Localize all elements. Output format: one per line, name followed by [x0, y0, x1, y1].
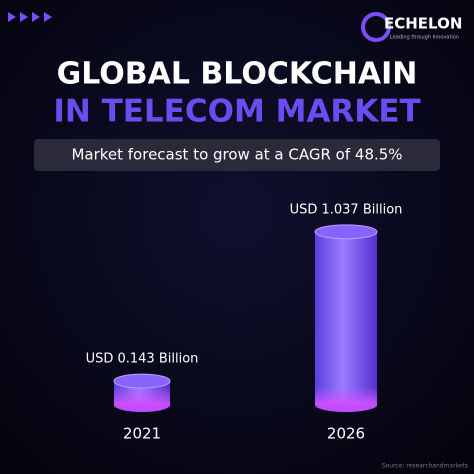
cylinder-glow	[315, 387, 377, 405]
x-tick-label: 2021	[123, 425, 161, 443]
brand-tagline: Leading through Innovation	[390, 35, 459, 41]
cylinder-glow	[114, 387, 170, 405]
title-line-2: IN TELECOM MARKET	[53, 94, 420, 130]
value-label: USD 0.143 Billion	[86, 352, 199, 367]
bar	[315, 231, 377, 405]
subtitle: Market forecast to grow at a CAGR of 48.…	[71, 146, 402, 164]
arrows-decoration	[8, 12, 52, 22]
cylinder-top	[113, 373, 171, 389]
brand-name: ECHELON	[384, 15, 462, 33]
logo-mark	[361, 12, 391, 42]
cylinder-top	[314, 224, 378, 240]
value-label: USD 1.037 Billion	[290, 202, 403, 217]
source: Source: researchandmarkets	[382, 463, 468, 470]
x-tick-label: 2026	[327, 425, 365, 443]
subtitle-box	[34, 139, 440, 171]
title: GLOBAL BLOCKCHAIN	[57, 57, 418, 92]
